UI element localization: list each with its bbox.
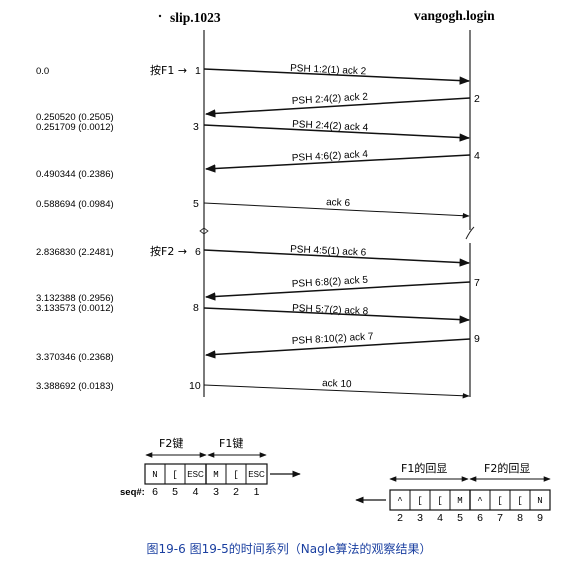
group-label-echo-f2: F2的回显 xyxy=(484,461,530,475)
segment-arrow xyxy=(203,384,470,399)
echo-cell: ^ xyxy=(397,496,402,506)
segment-arrows xyxy=(203,68,471,399)
group-label-f1: F1键 xyxy=(219,436,243,450)
time-labels: 0.0 0.250520 (0.2505) 0.251709 (0.0012) … xyxy=(36,66,114,392)
segment-number: 1 xyxy=(195,65,201,77)
echo-cell: [ xyxy=(437,496,442,506)
time-label: 3.370346 (0.2368) xyxy=(36,352,114,363)
key-press-f2: 按F2 → xyxy=(150,244,187,258)
time-label: 3.132388 (0.2956) xyxy=(36,293,114,304)
sent-seq: 5 xyxy=(172,486,178,498)
time-label: 0.251709 (0.0012) xyxy=(36,122,114,133)
echo-seq: 8 xyxy=(517,512,523,524)
segment-label: PSH 5:7(2) ack 8 xyxy=(292,303,369,317)
echo-cell: N xyxy=(537,496,542,506)
echo-seq: 6 xyxy=(477,512,483,524)
segment-arrow xyxy=(204,97,471,118)
break-mark-left xyxy=(199,227,209,235)
segment-number: 5 xyxy=(193,198,199,210)
segment-number: 6 xyxy=(195,246,201,258)
time-label: 3.133573 (0.0012) xyxy=(36,303,114,314)
key-press-f1: 按F1 → xyxy=(150,63,187,77)
time-label: 0.250520 (0.2505) xyxy=(36,112,114,123)
echo-bytes-figure: F1的回显 F2的回显 ^ [ [ M ^ [ [ N 2 3 4 5 6 7 … xyxy=(355,461,551,524)
sent-bytes-figure: F2键 F1键 N [ ESC M [ ESC seq#: 6 5 4 3 2 … xyxy=(120,436,301,498)
segment-label: PSH 4:6(2) ack 4 xyxy=(292,149,369,164)
echo-seq: 9 xyxy=(537,512,543,524)
segment-number: 2 xyxy=(474,93,480,105)
sent-seq: 6 xyxy=(152,486,158,498)
sent-seq: 2 xyxy=(233,486,239,498)
time-label: 0.0 xyxy=(36,66,49,77)
figure-caption: 图19-6 图19-5的时间系列（Nagle算法的观察结果） xyxy=(147,541,432,556)
segment-label: PSH 2:4(2) ack 2 xyxy=(292,91,369,107)
sent-cell: N xyxy=(152,470,157,480)
host-left-title: slip.1023 xyxy=(170,10,221,25)
echo-seq: 4 xyxy=(437,512,443,524)
segment-labels: PSH 1:2(1) ack 2 PSH 2:4(2) ack 2 PSH 2:… xyxy=(290,63,374,390)
segment-number: 8 xyxy=(193,302,199,314)
sent-seq: 4 xyxy=(193,486,199,498)
segment-number: 3 xyxy=(193,121,199,133)
echo-cell: M xyxy=(457,496,462,506)
group-label-f2: F2键 xyxy=(159,436,183,450)
segment-label: PSH 4:5(1) ack 6 xyxy=(290,244,367,259)
segment-arrow xyxy=(203,249,471,267)
sent-cell: M xyxy=(213,470,218,480)
group-label-echo-f1: F1的回显 xyxy=(401,461,447,475)
sent-cell: [ xyxy=(172,470,177,480)
echo-cell: [ xyxy=(517,496,522,506)
segment-label: PSH 1:2(1) ack 2 xyxy=(290,63,367,77)
sent-seq: 1 xyxy=(254,486,260,498)
echo-cell: [ xyxy=(417,496,422,506)
segment-number: 4 xyxy=(474,150,480,162)
sent-cell: ESC xyxy=(248,470,265,479)
segment-arrow xyxy=(203,124,471,142)
segment-label: PSH 2:4(2) ack 4 xyxy=(292,119,369,134)
echo-seq: 3 xyxy=(417,512,423,524)
segment-arrow xyxy=(204,154,471,173)
segment-arrow xyxy=(203,202,470,219)
segment-number: 10 xyxy=(189,380,201,392)
echo-seq: 2 xyxy=(397,512,403,524)
sent-seq: 3 xyxy=(213,486,219,498)
segment-arrow xyxy=(203,68,471,85)
echo-cell: [ xyxy=(497,496,502,506)
segment-number: 7 xyxy=(474,277,480,289)
segment-label: ack 10 xyxy=(322,378,352,390)
echo-seq: 7 xyxy=(497,512,503,524)
segment-label: ack 6 xyxy=(326,197,351,209)
time-label: 0.490344 (0.2386) xyxy=(36,169,114,180)
dot-mark xyxy=(158,14,162,18)
echo-seq: 5 xyxy=(457,512,463,524)
time-label: 2.836830 (2.2481) xyxy=(36,247,114,258)
time-label: 0.588694 (0.0984) xyxy=(36,199,114,210)
seq-label: seq#: xyxy=(120,487,145,498)
segment-arrow xyxy=(204,281,471,301)
break-mark-right xyxy=(465,226,475,240)
echo-cell: ^ xyxy=(477,496,482,506)
segment-label: PSH 6:8(2) ack 5 xyxy=(292,275,369,290)
segment-arrow xyxy=(204,338,471,359)
sent-cell: ESC xyxy=(187,470,204,479)
segment-number: 9 xyxy=(474,333,480,345)
segment-arrow xyxy=(203,307,471,324)
time-label: 3.388692 (0.0183) xyxy=(36,381,114,392)
segment-label: PSH 8:10(2) ack 7 xyxy=(292,331,375,347)
sent-cell: [ xyxy=(233,470,238,480)
host-right-title: vangogh.login xyxy=(414,8,495,23)
